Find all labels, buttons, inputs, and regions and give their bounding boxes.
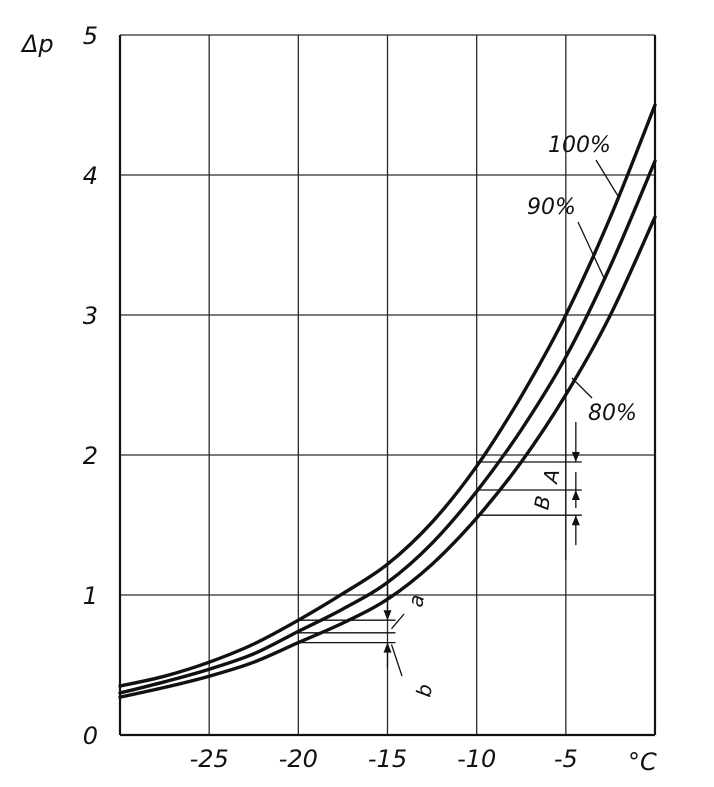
annotation-leader-b	[390, 644, 403, 677]
y-tick-label: 4	[83, 162, 98, 190]
y-tick-label: 0	[83, 722, 98, 750]
x-axis-unit-label: °C	[628, 748, 657, 776]
series-label: 80%	[588, 401, 637, 426]
arrowhead	[383, 642, 392, 653]
x-tick-label: -5	[554, 745, 578, 773]
arrowhead	[571, 515, 580, 526]
series-line-80pct	[118, 215, 657, 699]
y-axis-label: Δp	[20, 30, 54, 58]
series-label: 90%	[527, 195, 576, 220]
series-label: 100%	[548, 133, 611, 158]
axes	[118, 35, 657, 737]
annotation-label-B: B	[529, 494, 555, 512]
x-tick-label: -20	[279, 745, 318, 773]
series-line-90pct	[118, 159, 657, 695]
x-tick-label: -10	[457, 745, 496, 773]
annotation-leader-a	[391, 613, 405, 630]
arrowhead	[383, 610, 392, 621]
annotation-label-A: A	[538, 467, 564, 487]
series-label-leader	[571, 377, 593, 399]
annotation-label-a: a	[403, 593, 429, 609]
y-tick-label: 5	[83, 22, 98, 50]
annotation-label-b: b	[411, 682, 437, 699]
series-label-leader	[595, 159, 619, 197]
y-tick-label: 2	[83, 442, 98, 470]
series-line-100pct	[118, 103, 657, 688]
x-tick-label: -25	[190, 745, 229, 773]
x-tick-label: -15	[368, 745, 407, 773]
series-labels: 100% 90% 80%	[527, 133, 637, 426]
arrowhead	[571, 490, 580, 500]
series-label-leader	[577, 221, 605, 279]
tick-labels: -25 -20 -15 -10 -5 0 1 2 3 4 5	[83, 22, 578, 773]
y-tick-label: 3	[83, 302, 98, 330]
y-tick-label: 1	[83, 582, 98, 610]
series-curves	[118, 103, 657, 699]
annotations: a b AB	[298, 315, 582, 699]
arrowhead	[571, 452, 580, 462]
